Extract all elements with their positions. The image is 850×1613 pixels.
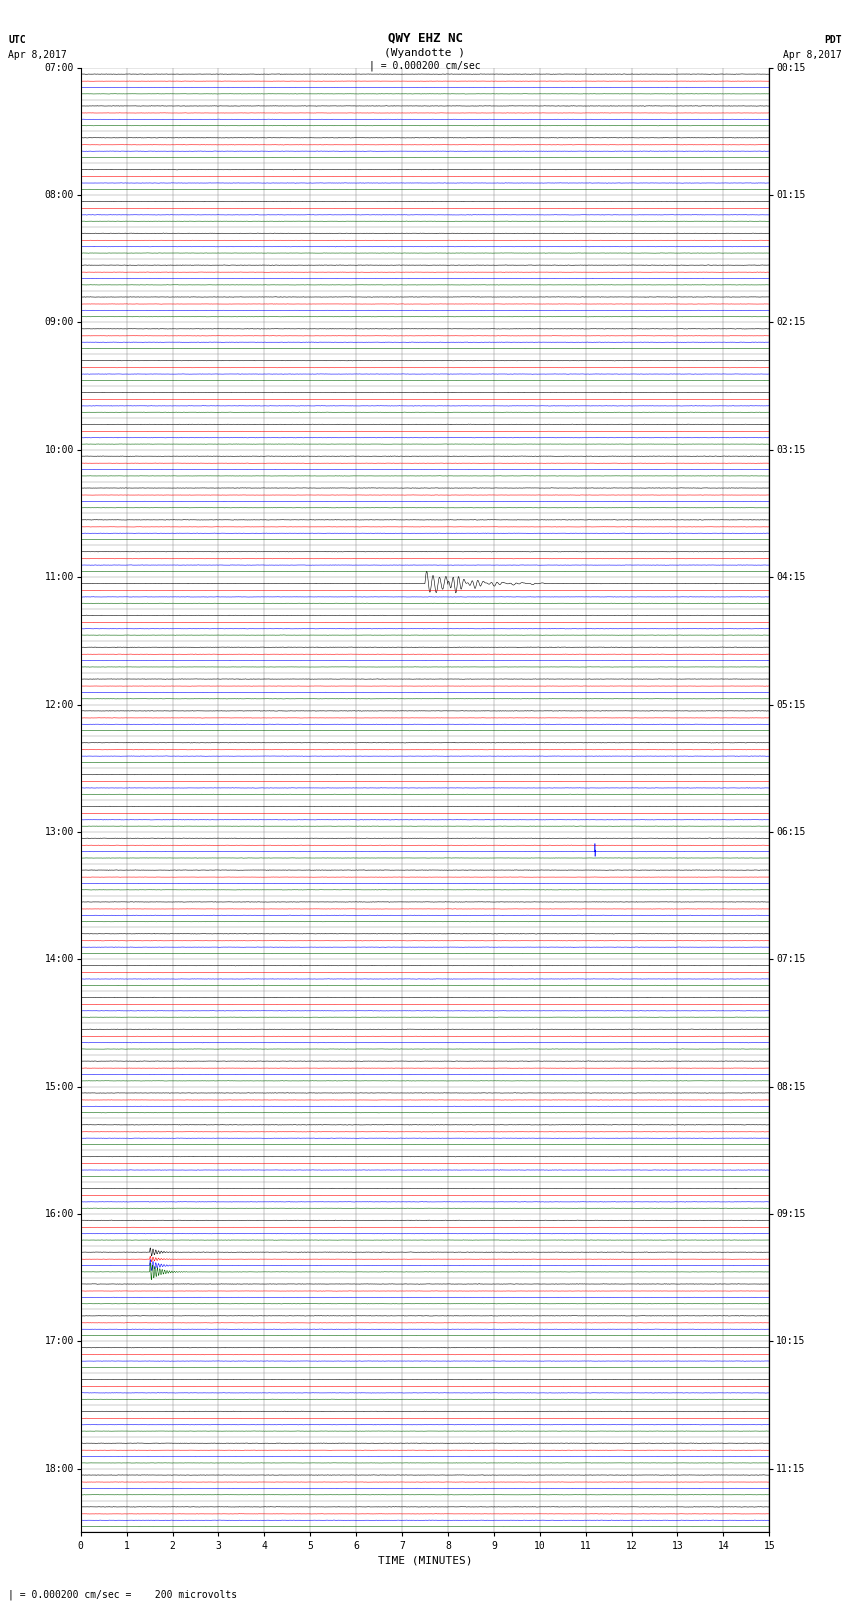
Text: UTC: UTC	[8, 35, 26, 45]
Text: | = 0.000200 cm/sec: | = 0.000200 cm/sec	[369, 60, 481, 71]
Text: QWY EHZ NC: QWY EHZ NC	[388, 31, 462, 44]
X-axis label: TIME (MINUTES): TIME (MINUTES)	[377, 1555, 473, 1566]
Text: | = 0.000200 cm/sec =    200 microvolts: | = 0.000200 cm/sec = 200 microvolts	[8, 1589, 238, 1600]
Text: Apr 8,2017: Apr 8,2017	[8, 50, 67, 60]
Text: PDT: PDT	[824, 35, 842, 45]
Text: Apr 8,2017: Apr 8,2017	[783, 50, 842, 60]
Text: (Wyandotte ): (Wyandotte )	[384, 48, 466, 58]
